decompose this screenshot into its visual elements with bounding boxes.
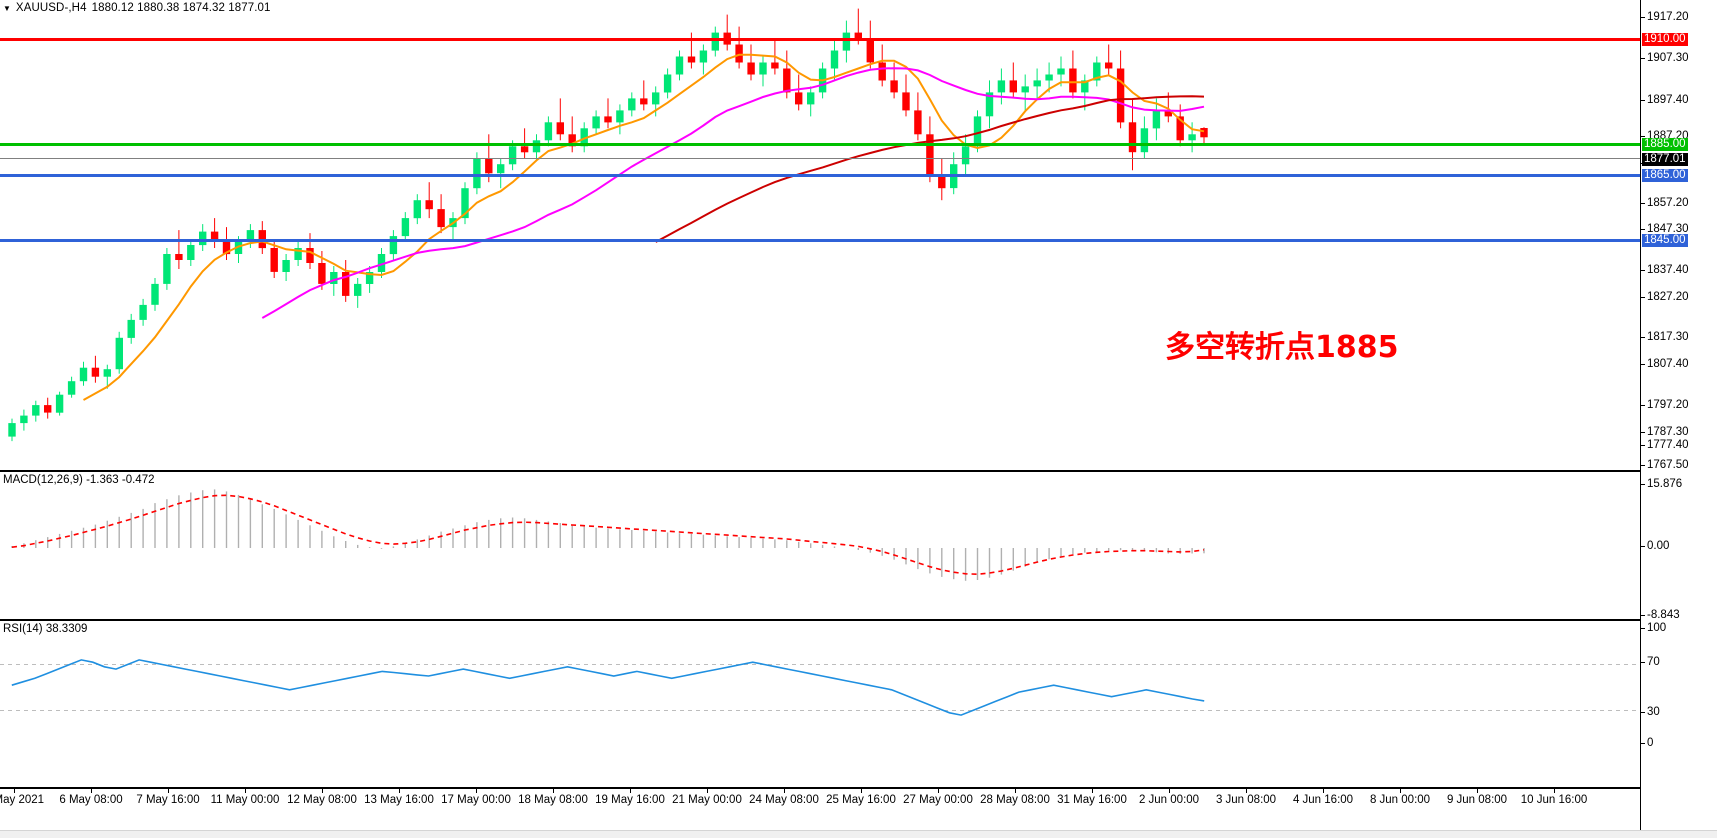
badge-current-price-line[interactable]: 1877.01 bbox=[1642, 153, 1688, 166]
resistance-line bbox=[0, 38, 1640, 41]
rsi-chart-svg bbox=[0, 659, 1640, 716]
ma-mid-line bbox=[261, 67, 1205, 319]
macd-pane[interactable]: MACD(12,26,9) -1.363 -0.472 bbox=[0, 471, 1640, 620]
support-line-1845 bbox=[0, 239, 1640, 242]
macd-histogram bbox=[11, 489, 1205, 581]
symbol-header: ▼ XAUUSD-,H4 1880.12 1880.38 1874.32 187… bbox=[0, 0, 271, 15]
time-axis[interactable]: 5 May 2021 6 May 08:00 7 May 16:00 11 Ma… bbox=[0, 788, 1640, 838]
rsi-pane-canvas bbox=[0, 621, 1640, 787]
chart-annotation: 多空转折点1885 bbox=[1165, 330, 1399, 365]
rsi-label: RSI(14) 38.3309 bbox=[3, 623, 88, 635]
candlestick-series bbox=[8, 8, 1208, 442]
macd-label: MACD(12,26,9) -1.363 -0.472 bbox=[3, 474, 155, 486]
rsi-pane[interactable]: RSI(14) 38.3309 bbox=[0, 620, 1640, 788]
macd-chart-svg bbox=[11, 489, 1205, 581]
price-pane[interactable] bbox=[0, 0, 1640, 471]
ohlc-values: 1880.12 1880.38 1874.32 1877.01 bbox=[91, 1, 271, 14]
badge-support-line-1865[interactable]: 1865.00 bbox=[1642, 169, 1688, 182]
ma-slow-line bbox=[655, 95, 1205, 243]
badge-support-line-1845[interactable]: 1845.00 bbox=[1642, 234, 1688, 247]
symbol-label: XAUUSD-,H4 bbox=[15, 1, 87, 14]
badge-pivot-line[interactable]: 1885.00 bbox=[1642, 138, 1688, 151]
price-chart-svg bbox=[8, 8, 1208, 442]
chevron-down-icon[interactable]: ▼ bbox=[3, 3, 11, 13]
pivot-line bbox=[0, 143, 1640, 146]
macd-signal-line bbox=[11, 494, 1205, 576]
badge-resistance-line[interactable]: 1910.00 bbox=[1642, 33, 1688, 46]
macd-pane-canvas bbox=[0, 472, 1640, 619]
rsi-line bbox=[11, 659, 1205, 716]
support-line-1865 bbox=[0, 174, 1640, 177]
window-bottom-strip bbox=[0, 830, 1717, 838]
price-pane-canvas bbox=[0, 8, 1640, 442]
price-scale[interactable]: 1917.20 1907.30 1897.40 1887.20 1867.40 … bbox=[1640, 0, 1717, 838]
time-axis-line bbox=[0, 788, 1640, 789]
current-price-line bbox=[0, 158, 1640, 159]
